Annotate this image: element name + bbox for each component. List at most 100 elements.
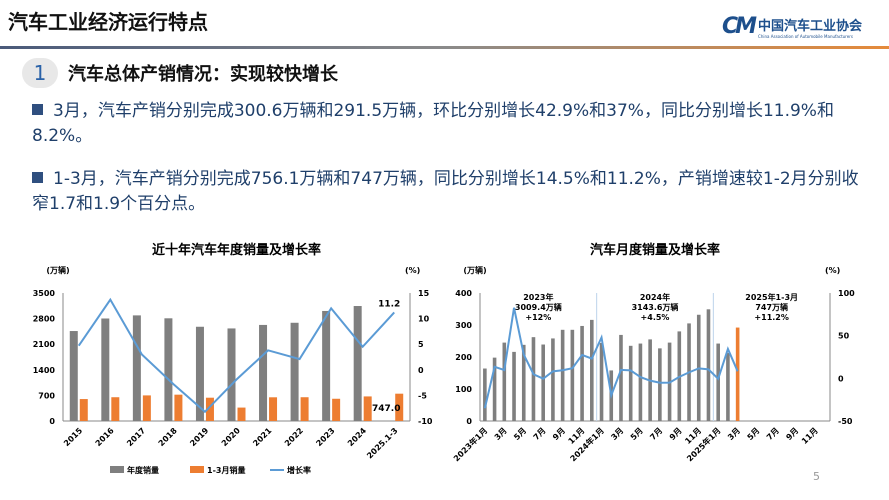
x-tick-label: 7月 <box>532 426 548 442</box>
period-summary-label: 3143.6万辆 <box>632 302 679 312</box>
y2-axis-unit: (%) <box>825 266 840 275</box>
y2-tick-label: 0 <box>418 366 424 375</box>
y2-tick-label: -50 <box>838 417 853 426</box>
monthly-sales-bar <box>658 348 662 421</box>
annual-sales-bar <box>101 318 110 421</box>
monthly-sales-bar <box>502 342 507 421</box>
monthly-sales-bar <box>619 334 623 421</box>
y2-tick-label: 5 <box>418 340 424 349</box>
growth-rate-line <box>483 307 739 409</box>
period-summary-label: 747万辆 <box>755 302 788 312</box>
monthly-sales-bar <box>706 309 711 421</box>
q1-sales-bar <box>395 393 404 421</box>
period-summary-label: +12% <box>525 313 551 322</box>
x-tick-label: 2021 <box>251 426 273 448</box>
monthly-sales-bar <box>541 344 545 421</box>
x-tick-label: 11月 <box>800 426 820 446</box>
annual-sales-bar <box>164 318 173 421</box>
x-tick-label: 2018 <box>157 426 179 448</box>
monthly-sales-bar <box>521 344 526 421</box>
y-tick-label: 0 <box>466 417 472 426</box>
monthly-sales-bar <box>483 368 487 421</box>
x-tick-label: 7月 <box>765 426 781 442</box>
bullet-square-icon <box>32 172 43 183</box>
monthly-sales-bar <box>512 351 516 421</box>
annual-sales-bar <box>69 331 78 421</box>
x-tick-label: 2023 <box>314 426 336 448</box>
annual-sales-bar <box>353 306 362 421</box>
x-tick-label: 3月 <box>493 426 509 442</box>
monthly-sales-bar <box>492 357 497 421</box>
period-summary-label: 3009.4万辆 <box>515 302 562 312</box>
y2-tick-label: 100 <box>838 289 855 298</box>
y-tick-label: 2800 <box>33 315 56 324</box>
y2-tick-label: -5 <box>418 391 427 400</box>
q1-value-label: 747.0 <box>372 404 400 414</box>
page-title: 汽车工业经济运行特点 <box>8 10 208 34</box>
x-tick-label: 2016 <box>94 426 116 448</box>
annual-sales-bar <box>259 324 268 421</box>
period-summary-label: 2024年 <box>640 292 670 302</box>
q1-sales-bar <box>205 397 214 421</box>
legend-label: 1-3月销量 <box>207 465 245 475</box>
q1-sales-bar <box>79 399 88 421</box>
period-summary-label: 2025年1-3月 <box>745 292 798 302</box>
legend-swatch <box>190 466 204 473</box>
x-tick-label: 2024 <box>346 426 368 448</box>
legend-label: 增长率 <box>287 465 311 475</box>
annual-sales-bar <box>322 310 331 421</box>
annual-sales-bar <box>227 328 236 421</box>
caam-logo: CM 中国汽车工业协会 China Association of Automobi… <box>722 14 862 39</box>
x-tick-label: 3月 <box>609 426 625 442</box>
section-number: 1 <box>22 58 58 88</box>
y-tick-label: 1400 <box>33 366 56 375</box>
q1-sales-bar <box>363 396 372 421</box>
x-tick-label: 2022 <box>283 426 305 448</box>
y2-tick-label: -10 <box>418 417 433 426</box>
monthly-sales-bar <box>599 342 604 421</box>
monthly-sales-bar <box>716 343 720 421</box>
page-number: 5 <box>813 470 820 483</box>
chart-title: 汽车月度销量及增长率 <box>590 242 720 258</box>
header-divider <box>0 46 889 49</box>
y2-tick-label: 0 <box>838 374 844 383</box>
monthly-sales-bar <box>638 343 643 421</box>
q1-sales-bar <box>237 407 246 421</box>
x-tick-label: 2025.1-3 <box>365 426 399 460</box>
legend-label: 年度销量 <box>127 465 159 475</box>
growth-label: 11.2 <box>378 299 400 309</box>
growth-rate-line <box>77 297 395 414</box>
monthly-sales-bar <box>570 329 575 421</box>
x-tick-label: 2019 <box>188 426 210 448</box>
monthly-sales-bar <box>628 345 633 421</box>
x-tick-label: 5月 <box>746 426 762 442</box>
y-axis-unit: (万辆) <box>463 265 486 275</box>
monthly-sales-bar <box>551 338 555 421</box>
y2-tick-label: 10 <box>418 315 430 324</box>
section-heading: 1 汽车总体产销情况：实现较快增长 <box>22 58 338 88</box>
q1-sales-bar <box>269 397 278 421</box>
x-tick-label: 5月 <box>512 426 528 442</box>
monthly-sales-bar <box>590 319 594 421</box>
x-tick-label: 7月 <box>648 426 664 442</box>
x-tick-label: 2017 <box>125 426 147 448</box>
q1-sales-bar <box>300 397 309 421</box>
x-tick-label: 2023年1月 <box>451 425 489 463</box>
annual-sales-chart: 近十年汽车年度销量及增长率 (万辆) (%) 0 700 1400 2100 2800 3500… <box>33 242 433 475</box>
y2-tick-label: 15 <box>418 289 430 298</box>
y2-axis-unit: (%) <box>405 266 420 275</box>
y-tick-label: 3500 <box>33 289 56 298</box>
period-summary-label: 2023年 <box>523 292 553 302</box>
annual-sales-bar <box>195 326 204 421</box>
monthly-sales-bar <box>560 329 565 421</box>
period-summary-label: +11.2% <box>754 313 788 322</box>
y2-tick-label: 50 <box>838 332 850 341</box>
q1-sales-bar <box>142 395 151 421</box>
period-summary-label: +4.5% <box>641 313 670 322</box>
bullet-2: 1-3月，汽车产销分别完成756.1万辆和747万辆，同比分别增长14.5%和1… <box>32 169 859 214</box>
x-tick-label: 9月 <box>784 426 800 442</box>
y-tick-label: 300 <box>455 321 472 330</box>
x-tick-label: 3月 <box>726 426 742 442</box>
monthly-sales-bar <box>735 327 740 421</box>
y-axis-unit: (万辆) <box>46 265 69 275</box>
